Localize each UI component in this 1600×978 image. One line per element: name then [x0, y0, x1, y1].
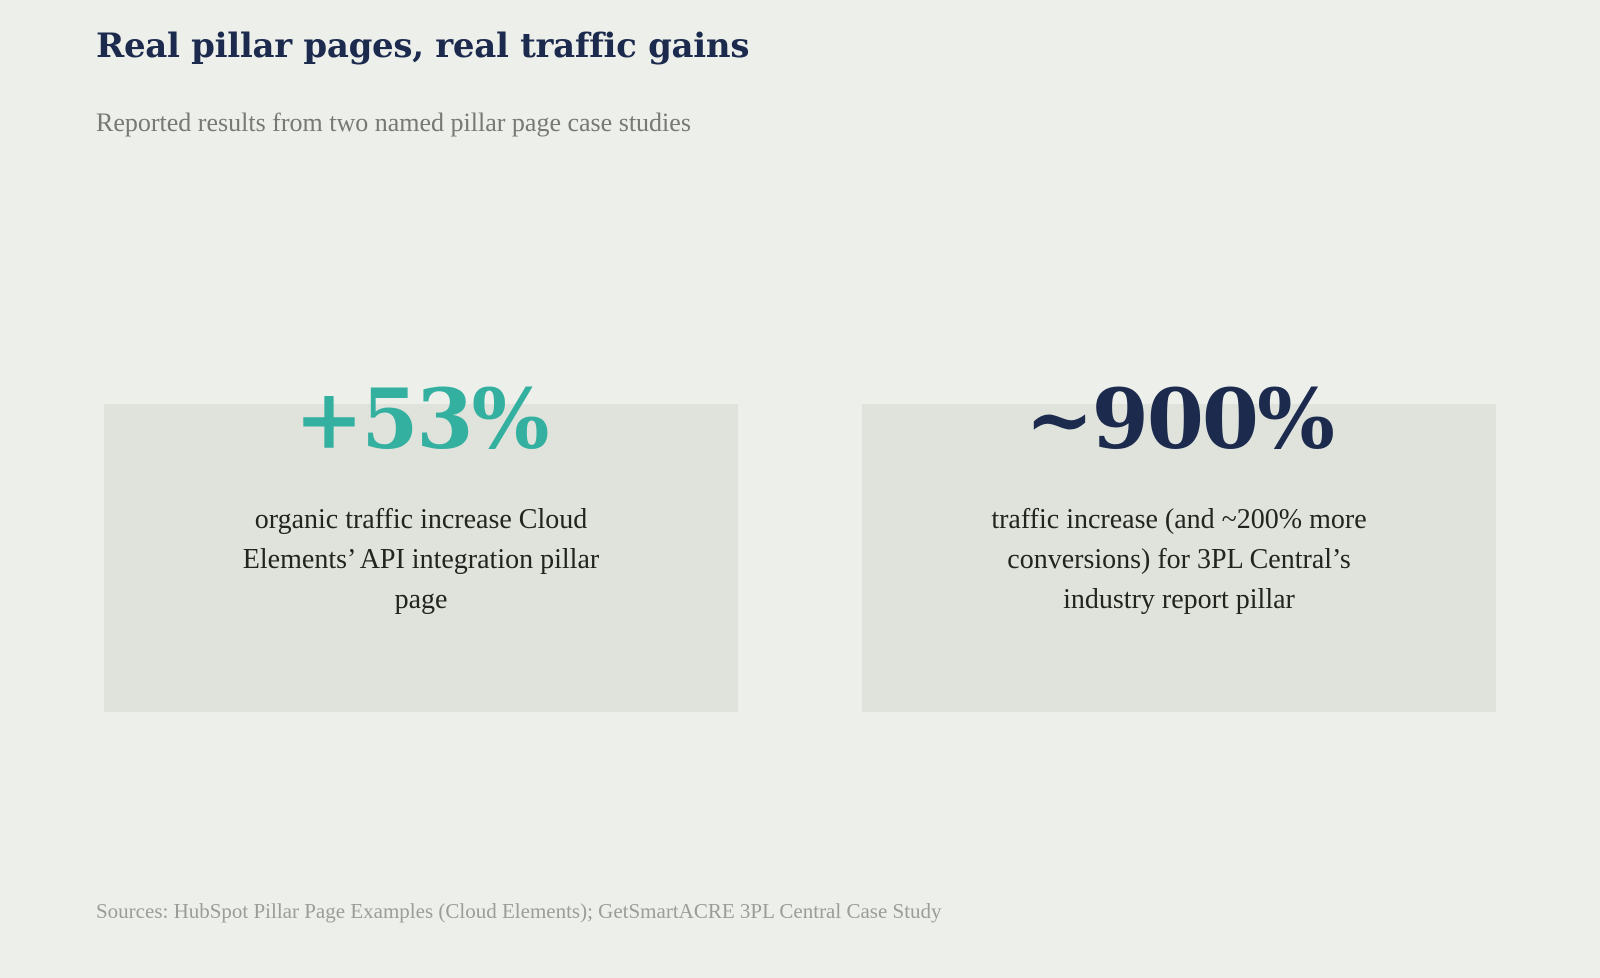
- sources-footnote: Sources: HubSpot Pillar Page Examples (C…: [96, 899, 942, 923]
- page-title: Real pillar pages, real traffic gains: [96, 26, 750, 66]
- stat-description: organic traffic increase Cloud Elements’…: [242, 504, 600, 615]
- stat-card-cloud-elements: +53% organic traffic increase Cloud Elem…: [104, 372, 738, 712]
- page-subtitle: Reported results from two named pillar p…: [96, 108, 691, 137]
- stat-description: traffic increase (and ~200% more convers…: [991, 504, 1367, 615]
- stat-value: +53%: [294, 372, 550, 468]
- stat-value: ~900%: [1025, 372, 1335, 468]
- stat-card-3pl-central: ~900% traffic increase (and ~200% more c…: [862, 372, 1496, 712]
